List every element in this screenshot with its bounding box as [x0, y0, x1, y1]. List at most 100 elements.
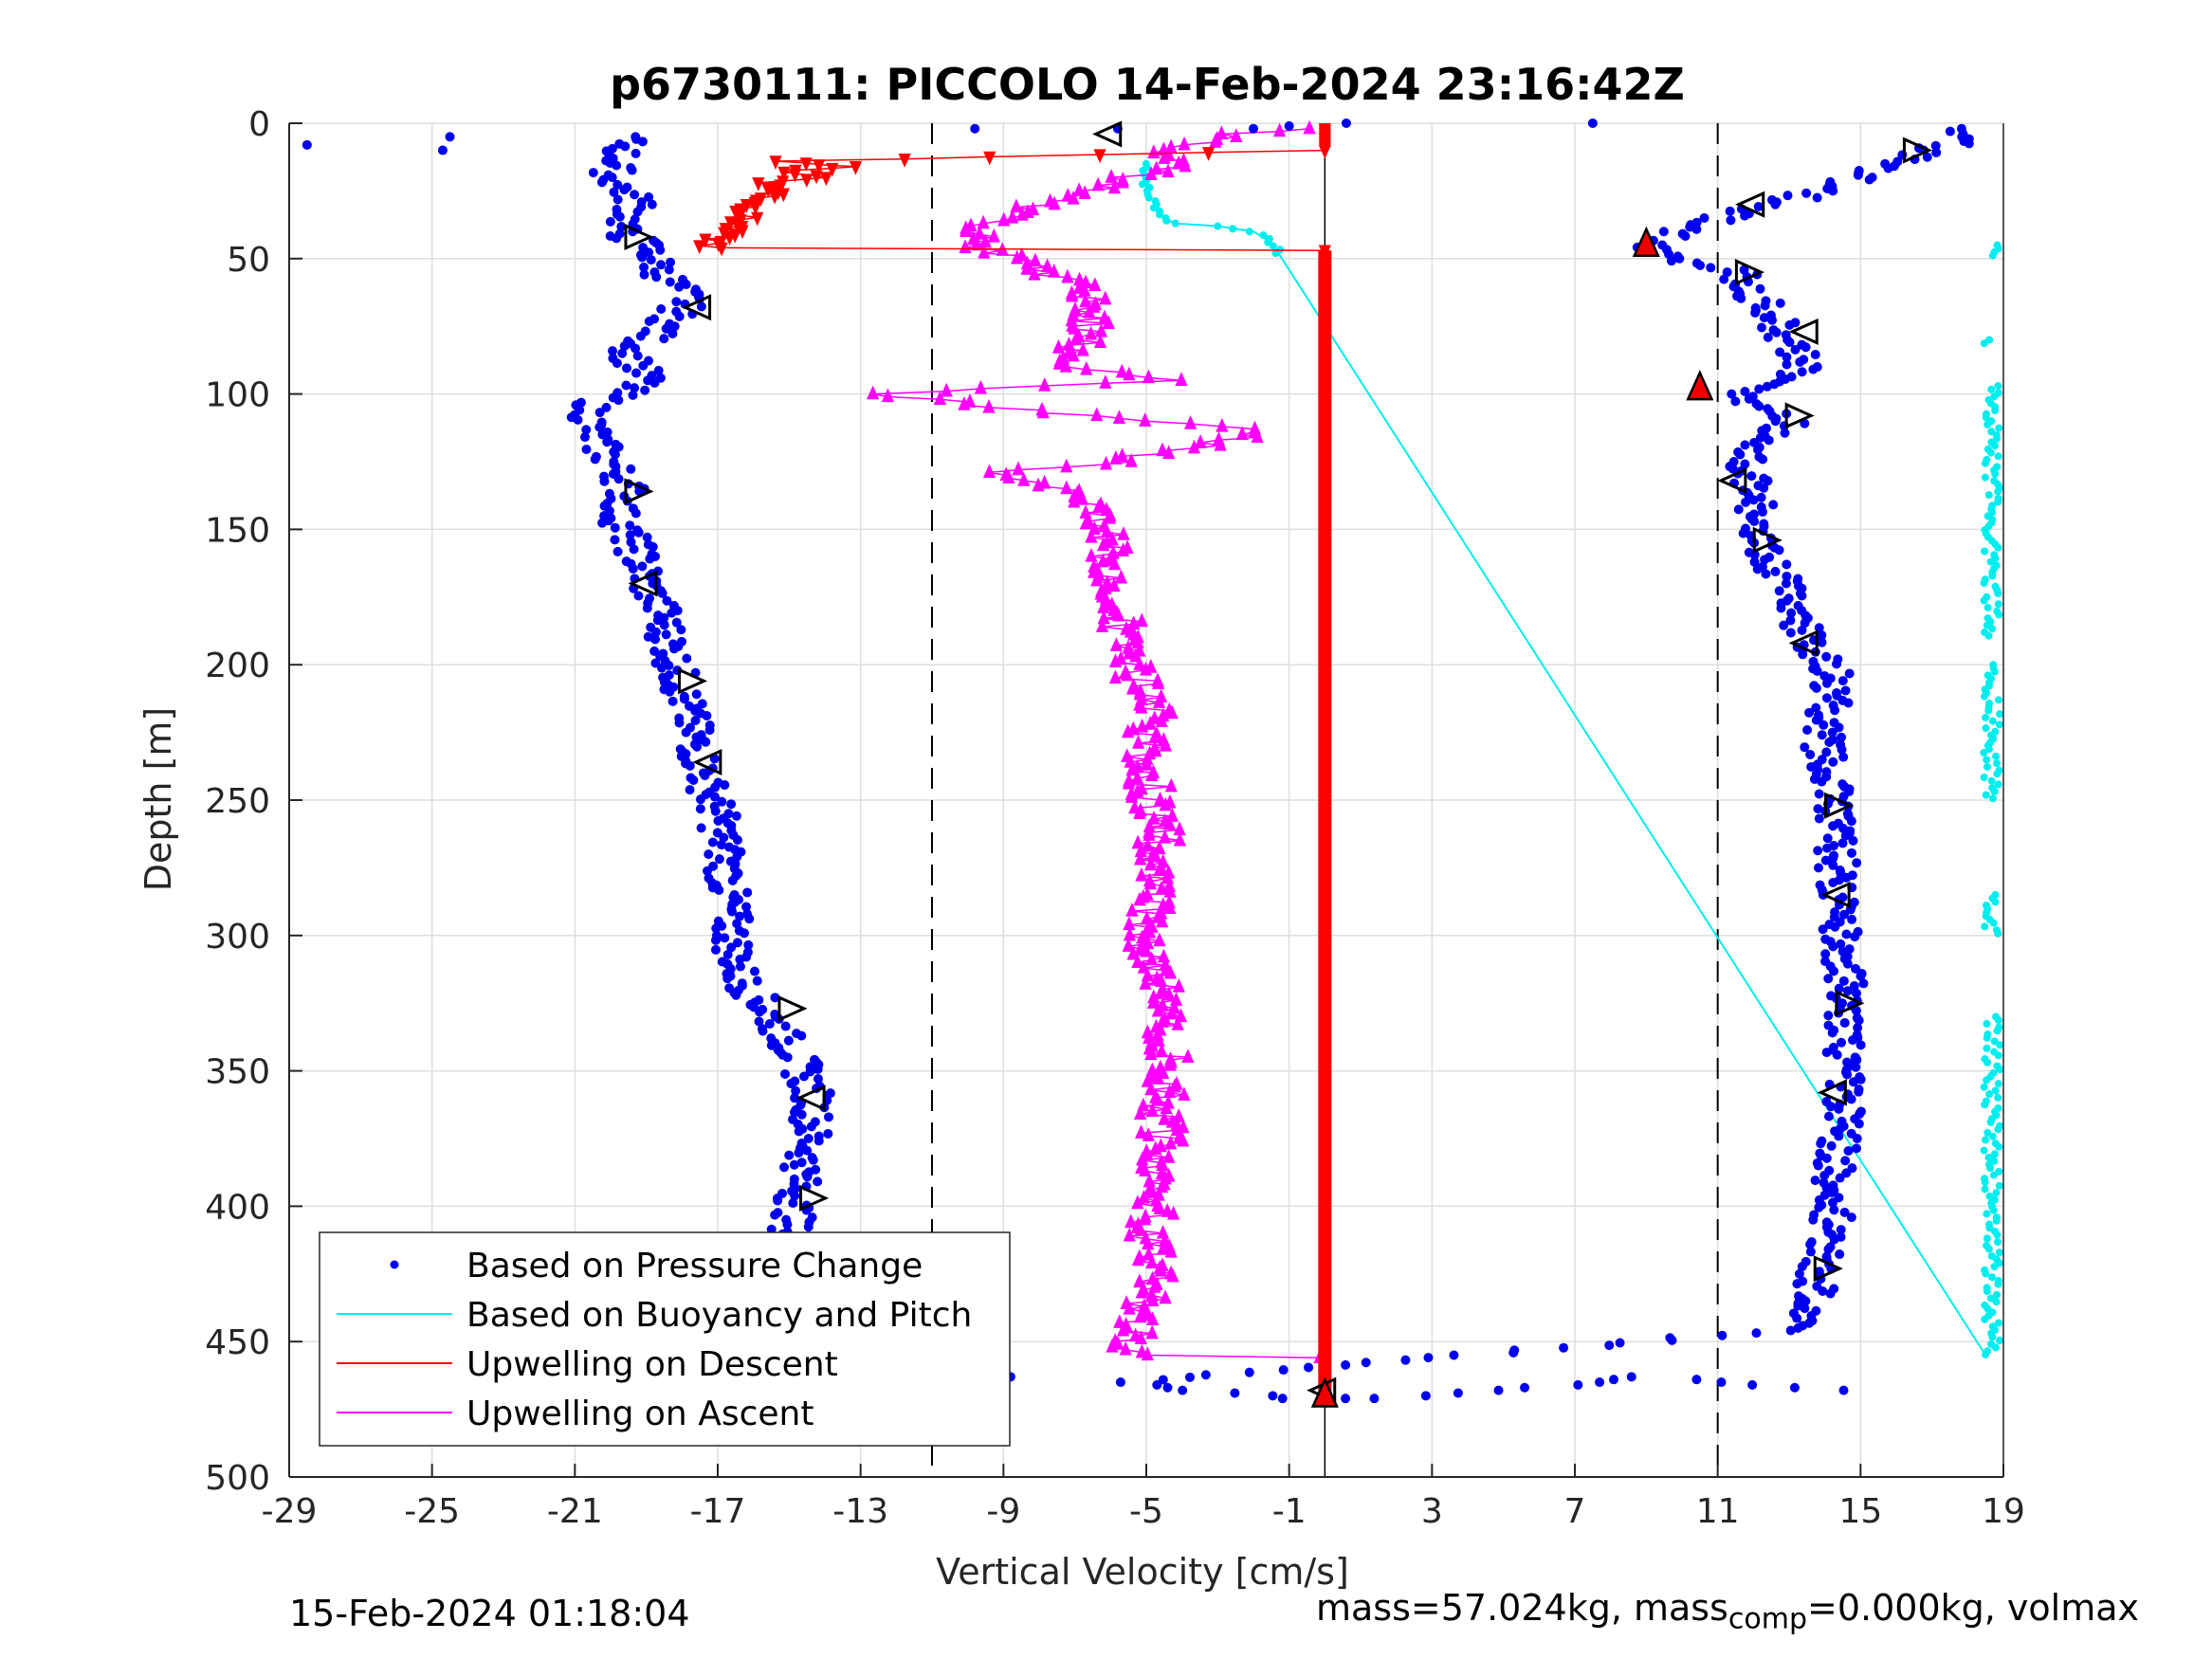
upwelling-ascent-marker [1172, 1108, 1185, 1122]
pressure-change-point [1804, 707, 1815, 718]
upwelling-ascent-marker [1076, 341, 1089, 356]
red-triangle-marker [1310, 1376, 1339, 1408]
pressure-change-point [1753, 202, 1764, 212]
pressure-change-point [714, 884, 724, 895]
upwelling-ascent-marker [1128, 799, 1142, 814]
buoyancy-point [1987, 776, 1996, 785]
pressure-change-point [1369, 1394, 1380, 1404]
upwelling-ascent-marker [1133, 642, 1146, 657]
buoyancy-point [1986, 1118, 1995, 1126]
pressure-change-point [727, 906, 738, 917]
pressure-change-point [1747, 392, 1758, 402]
upwelling-descent-marker [777, 188, 790, 203]
upwelling-ascent-marker [1131, 834, 1144, 849]
upwelling-ascent-marker [1140, 1143, 1153, 1158]
buoyancy-point [1980, 578, 1988, 587]
pressure-change-point [1841, 929, 1852, 939]
upwelling-ascent-marker [1129, 1327, 1143, 1342]
buoyancy-point [1995, 1249, 2003, 1257]
upwelling-ascent-marker [1139, 975, 1152, 990]
pressure-change-point [579, 432, 590, 443]
pressure-change-point [650, 627, 661, 637]
pressure-change-point [791, 1085, 801, 1096]
upwelling-descent-marker [1201, 147, 1216, 161]
pressure-change-point [720, 933, 730, 943]
pressure-change-point [770, 1210, 780, 1220]
pressure-change-point [631, 368, 642, 378]
pressure-change-point [1837, 1037, 1847, 1048]
upwelling-ascent-marker [867, 385, 880, 400]
upwelling-ascent-marker [1080, 360, 1093, 375]
pressure-change-point [1844, 668, 1855, 679]
buoyancy-point [1986, 448, 1995, 457]
pressure-change-point [1559, 1342, 1569, 1353]
pressure-change-point [1956, 123, 1966, 134]
upwelling-ascent-marker [1099, 290, 1112, 305]
pressure-change-point [780, 1068, 791, 1079]
pressure-change-point [796, 1030, 807, 1041]
open-triangle-marker [795, 1085, 826, 1112]
pressure-change-point [1855, 1072, 1865, 1083]
pressure-change-point [602, 437, 612, 447]
pressure-change-point [1823, 1020, 1834, 1030]
pressure-change-point [633, 527, 644, 538]
pressure-change-point [1763, 404, 1773, 414]
pressure-change-point [1244, 1367, 1254, 1377]
pressure-change-point [632, 207, 643, 217]
pressure-change-point [1817, 1136, 1827, 1146]
upwelling-ascent-marker [1061, 268, 1074, 283]
pressure-change-point [735, 961, 745, 972]
buoyancy-point [1988, 1273, 1997, 1282]
pressure-change-point [741, 902, 752, 912]
pressure-change-point [1930, 140, 1941, 151]
upwelling-ascent-marker [1162, 1148, 1176, 1163]
pressure-change-point [640, 385, 650, 395]
upwelling-ascent-marker [1084, 325, 1098, 340]
pressure-change-point [1805, 1247, 1816, 1257]
upwelling-ascent-marker [1134, 1124, 1148, 1139]
buoyancy-point [1984, 706, 1993, 715]
pressure-change-point [814, 1136, 824, 1146]
pressure-change-point [710, 944, 721, 955]
pressure-change-point [671, 617, 682, 628]
pressure-change-point [710, 806, 721, 816]
pressure-change-point [1763, 332, 1773, 342]
buoyancy-point [1991, 1086, 2000, 1095]
pressure-change-point [649, 377, 660, 388]
upwelling-ascent-marker [1133, 1273, 1146, 1288]
upwelling-ascent-marker [1141, 967, 1154, 982]
pressure-change-point [784, 1150, 795, 1160]
upwelling-ascent-marker [1126, 720, 1140, 736]
pressure-change-point [1797, 625, 1807, 635]
pressure-change-point [1200, 1370, 1211, 1380]
upwelling-ascent-marker [1072, 483, 1086, 498]
pressure-change-point [1836, 739, 1846, 750]
pressure-change-point [1805, 749, 1816, 759]
buoyancy-point [1992, 1189, 2001, 1197]
pressure-change-point [1847, 870, 1857, 881]
upwelling-ascent-marker [1122, 938, 1135, 952]
pressure-change-point [1945, 126, 1955, 137]
pressure-change-point [1765, 310, 1776, 320]
pressure-change-point [1595, 1377, 1605, 1388]
pressure-change-point [1740, 440, 1750, 450]
pressure-change-point [1341, 1359, 1351, 1370]
pressure-change-point [594, 422, 605, 432]
upwelling-ascent-marker [1141, 837, 1155, 852]
pressure-change-point [1453, 1388, 1463, 1398]
pressure-change-point [1838, 975, 1849, 986]
pressure-change-point [1747, 1379, 1758, 1390]
open-triangle-marker [1824, 792, 1855, 819]
upwelling-ascent-marker [1079, 504, 1092, 519]
pressure-change-point [1764, 552, 1775, 562]
upwelling-ascent-marker [1139, 1208, 1152, 1223]
pressure-change-point [754, 1016, 764, 1027]
pressure-change-point [1842, 809, 1853, 819]
pressure-change-point [1854, 165, 1864, 175]
pressure-change-point [1829, 841, 1839, 851]
pressure-change-point [1809, 1210, 1819, 1220]
upwelling-ascent-marker [1159, 1289, 1172, 1304]
buoyancy-point [1982, 1269, 1990, 1278]
open-triangle-marker [1820, 881, 1851, 908]
buoyancy-point [1982, 713, 1990, 721]
